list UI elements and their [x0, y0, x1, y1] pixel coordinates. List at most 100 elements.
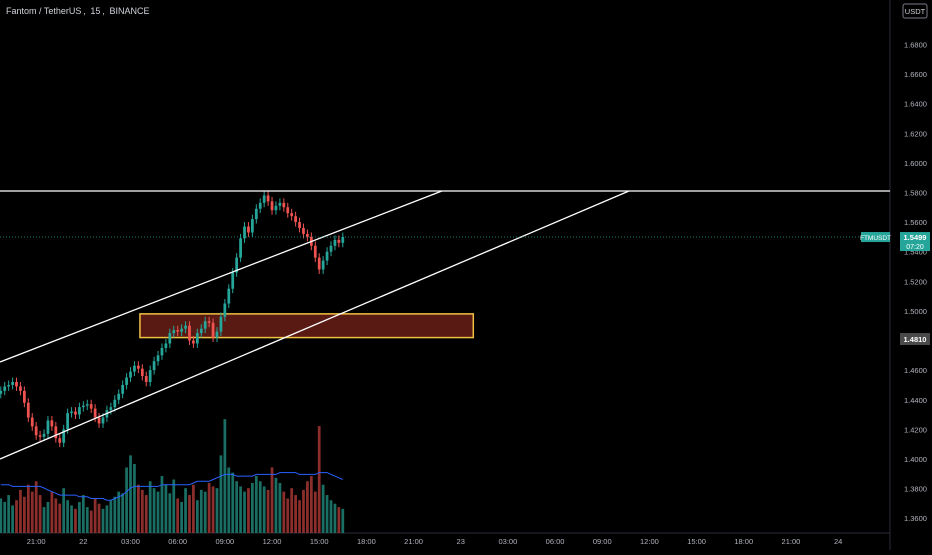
volume-bar: [274, 477, 278, 533]
candle-body: [302, 228, 305, 234]
x-tick-label: 06:00: [168, 537, 187, 546]
volume-bar: [89, 510, 93, 533]
volume-bar: [140, 489, 144, 533]
ticker-label: FTMUSDT: [860, 235, 891, 242]
candle-body: [337, 239, 341, 243]
symbol-name: Fantom / TetherUS: [6, 6, 82, 16]
x-tick-label: 24: [834, 537, 842, 546]
volume-bar: [19, 489, 22, 533]
candle-body: [282, 202, 286, 208]
volume-bar: [172, 479, 176, 533]
candle-body: [125, 377, 128, 385]
volume-bar: [325, 495, 329, 533]
last-price-label: 1.5499: [904, 233, 927, 242]
candle-body: [113, 399, 117, 408]
volume-bar: [211, 486, 215, 533]
volume-bar: [144, 495, 148, 533]
x-tick-label: 12:00: [640, 537, 659, 546]
candle-body: [97, 417, 101, 424]
volume-bar: [93, 498, 97, 533]
countdown-label: 07:20: [906, 244, 924, 251]
exchange-label: BINANCE: [109, 6, 150, 16]
candle-body: [148, 370, 152, 382]
candle-body: [251, 219, 254, 233]
candle-body: [109, 407, 113, 411]
volume-ma-line: [0, 472, 343, 501]
volume-bar: [278, 482, 282, 533]
volume-bar: [219, 455, 223, 533]
x-tick-label: 18:00: [357, 537, 376, 546]
candle-body: [70, 411, 73, 414]
volume-bar: [188, 495, 191, 533]
x-tick-label: 09:00: [593, 537, 612, 546]
volume-bar: [266, 489, 270, 533]
candle-body: [54, 426, 58, 439]
candle-body: [274, 205, 278, 211]
x-tick-label: 23: [457, 537, 465, 546]
volume-bar: [38, 495, 42, 533]
x-tick-label: 03:00: [499, 537, 518, 546]
candle-body: [62, 429, 66, 443]
y-tick-label: 1.6600: [904, 70, 927, 79]
candle-body: [278, 202, 282, 206]
volume-bar: [54, 498, 58, 533]
volume-bar: [66, 500, 69, 533]
x-tick-label: 21:00: [782, 537, 801, 546]
candle-body: [258, 202, 262, 209]
candle-body: [290, 213, 294, 217]
candle-body: [26, 402, 30, 418]
candle-body: [235, 257, 239, 273]
candle-body: [298, 222, 301, 229]
volume-bar: [42, 507, 46, 533]
demand-zone[interactable]: [139, 313, 475, 339]
candle-body: [195, 333, 199, 344]
y-tick-label: 1.6000: [904, 159, 927, 168]
candle-body: [152, 361, 156, 371]
y-tick-label: 1.4200: [904, 425, 927, 434]
candle-body: [140, 368, 144, 377]
volume-bar: [26, 484, 30, 533]
candle-body: [329, 245, 333, 252]
currency-badge[interactable]: [902, 3, 928, 19]
volume-bar: [3, 501, 7, 533]
candle-body: [180, 328, 183, 332]
candle-body: [78, 407, 81, 415]
volume-bar: [227, 467, 231, 533]
candle-body: [136, 365, 140, 369]
candle-body: [38, 435, 42, 437]
volume-bar: [180, 501, 183, 533]
candle-body: [58, 438, 62, 443]
interval-label: 15: [90, 6, 101, 16]
level-tag: [900, 333, 930, 346]
volume-bar: [337, 507, 341, 533]
volume-bar: [195, 500, 199, 533]
volume-bar: [329, 500, 333, 533]
volume-bar: [247, 488, 250, 533]
trendline-1[interactable]: [0, 190, 443, 363]
volume-bar: [258, 481, 262, 533]
volume-bar: [207, 482, 211, 533]
currency-label: USDT: [905, 7, 926, 16]
volume-bar: [176, 498, 180, 533]
candle-body: [160, 347, 164, 356]
volume-bar: [286, 498, 290, 533]
candle-body: [101, 417, 105, 424]
y-tick-label: 1.4600: [904, 366, 927, 375]
candle-body: [270, 201, 274, 211]
candle-body: [188, 325, 191, 341]
volume-bar: [317, 426, 321, 533]
x-tick-label: 18:00: [734, 537, 753, 546]
candle-body: [89, 404, 93, 409]
volume-bar: [262, 486, 266, 533]
volume-bar: [223, 419, 227, 533]
volume-bar: [22, 496, 26, 533]
trendline-2[interactable]: [0, 190, 630, 460]
volume-bar: [156, 491, 160, 533]
y-tick-label: 1.3600: [904, 514, 927, 523]
x-tick-label: 21:00: [27, 537, 46, 546]
level-label: 1.4810: [904, 335, 927, 344]
volume-bar: [298, 500, 301, 533]
volume-bar: [168, 493, 172, 533]
